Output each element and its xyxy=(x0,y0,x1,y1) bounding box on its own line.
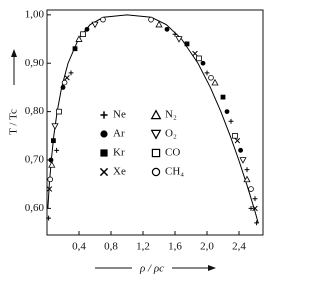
y-tick-label: 0,60 xyxy=(25,202,45,214)
point xyxy=(47,176,53,183)
legend-marker xyxy=(100,111,108,119)
point xyxy=(184,41,190,47)
point xyxy=(48,157,54,163)
legend-marker xyxy=(151,148,161,158)
legend-label: O₂ xyxy=(165,128,177,140)
point xyxy=(200,60,206,66)
point xyxy=(234,137,241,144)
point xyxy=(172,31,178,37)
point xyxy=(196,55,202,62)
point xyxy=(80,31,86,37)
point xyxy=(232,133,238,139)
chart: T / Tc ρ / ρc 0,4 0,8 1,2 1,6 2,0 2,4 0,60 0,70… xyxy=(8,8,264,275)
point xyxy=(56,108,62,115)
point xyxy=(48,161,56,168)
point xyxy=(72,46,78,52)
x-axis-label: ρ / ρc xyxy=(139,263,164,275)
point xyxy=(91,21,99,29)
point xyxy=(175,36,183,43)
point xyxy=(100,16,106,23)
y-tick-label: 0,80 xyxy=(25,105,45,117)
point xyxy=(204,70,210,76)
point xyxy=(252,196,258,202)
point xyxy=(164,26,170,32)
plot-frame xyxy=(46,9,264,236)
point xyxy=(51,123,59,130)
x-tick-label: 1,6 xyxy=(168,241,182,253)
y-tick-label: 1,00 xyxy=(25,8,45,20)
legend-marker xyxy=(100,149,108,157)
legend-marker xyxy=(151,167,161,177)
y-tick-label: 0,90 xyxy=(25,57,45,69)
point xyxy=(244,167,250,173)
x-tick-label: 2,0 xyxy=(200,241,214,253)
point xyxy=(248,186,254,192)
point xyxy=(224,109,230,115)
point xyxy=(192,50,198,57)
point xyxy=(155,20,163,28)
x-tick-label: 0,4 xyxy=(72,241,86,253)
point xyxy=(254,220,259,226)
point xyxy=(75,35,83,42)
x-tick-label: 2,4 xyxy=(232,241,246,253)
point xyxy=(238,147,244,153)
point xyxy=(68,70,74,76)
point xyxy=(51,138,56,144)
point xyxy=(220,94,226,100)
y-axis-label: T / Tc xyxy=(8,109,20,135)
legend-label: Ar xyxy=(113,128,125,140)
point xyxy=(64,74,70,81)
legend-marker xyxy=(100,130,108,138)
legend-marker xyxy=(150,109,162,120)
legend-label: N₂ xyxy=(165,109,177,121)
point xyxy=(84,26,90,32)
point xyxy=(54,147,59,153)
point xyxy=(243,175,251,183)
point xyxy=(228,118,234,124)
x-tick-label: 1,2 xyxy=(136,241,150,253)
legend-label: CO xyxy=(165,147,180,159)
point xyxy=(211,78,219,86)
point xyxy=(46,186,53,192)
legend-label: Ne xyxy=(113,109,126,121)
point xyxy=(148,16,154,23)
legend-label: CH₄ xyxy=(165,166,184,178)
point xyxy=(239,157,247,164)
legend-label: Kr xyxy=(113,147,125,159)
point xyxy=(46,215,51,221)
point xyxy=(252,205,258,212)
x-tick-label: 0,8 xyxy=(104,241,118,253)
point xyxy=(248,205,254,211)
point xyxy=(61,79,68,86)
point xyxy=(60,85,66,90)
legend-marker xyxy=(99,167,109,177)
legend-marker xyxy=(150,129,162,140)
y-tick-label: 0,70 xyxy=(25,154,45,166)
legend-label: Xe xyxy=(113,166,126,178)
point xyxy=(208,74,214,81)
